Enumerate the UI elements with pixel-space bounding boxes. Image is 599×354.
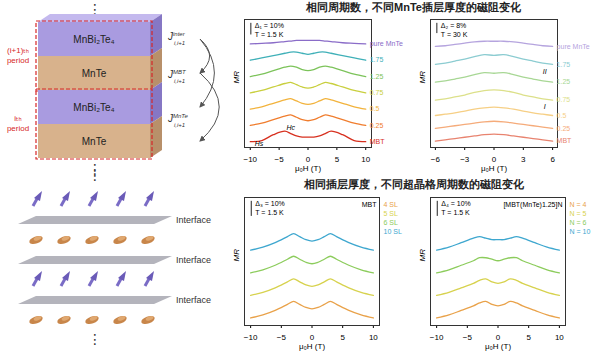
svg-text:5: 5 — [335, 155, 340, 164]
svg-text:3: 3 — [521, 155, 526, 164]
svg-text:⋮: ⋮ — [88, 331, 102, 347]
svg-text:MR: MR — [418, 71, 427, 84]
svg-text:[MBT(MnTe)1.25]N: [MBT(MnTe)1.25]N — [503, 201, 562, 209]
svg-text:Δ₄ = 10%: Δ₄ = 10% — [441, 200, 471, 207]
svg-text:1.75: 1.75 — [370, 56, 384, 63]
svg-text:0: 0 — [491, 155, 497, 165]
svg-text:Interface: Interface — [176, 295, 211, 305]
svg-text:MnTe: MnTe — [82, 136, 107, 147]
svg-text:MnBi₂Te₄: MnBi₂Te₄ — [73, 102, 114, 113]
svg-text:Hs: Hs — [255, 140, 264, 147]
svg-text:N = 5: N = 5 — [570, 210, 587, 217]
svg-text:period: period — [7, 56, 29, 65]
svg-text:5: 5 — [526, 333, 531, 342]
svg-text:T = 1.5 K: T = 1.5 K — [255, 31, 284, 38]
svg-text:6 SL: 6 SL — [384, 219, 399, 226]
svg-text:−5: −5 — [275, 155, 285, 164]
svg-text:5 SL: 5 SL — [384, 210, 399, 217]
svg-text:MnBi₂Te₄: MnBi₂Te₄ — [73, 34, 114, 45]
svg-text:iₜₕ: iₜₕ — [14, 114, 21, 123]
svg-text:MR: MR — [418, 249, 427, 262]
svg-text:1.25: 1.25 — [557, 78, 571, 85]
svg-text:10: 10 — [369, 333, 378, 342]
svg-text:−10: −10 — [243, 155, 257, 164]
svg-text:4 SL: 4 SL — [384, 201, 399, 208]
svg-text:μ₀H (T): μ₀H (T) — [485, 342, 511, 351]
svg-text:0.5: 0.5 — [370, 105, 380, 112]
svg-text:period: period — [7, 124, 29, 133]
svg-text:0.75: 0.75 — [370, 89, 384, 96]
svg-text:0.5: 0.5 — [557, 112, 567, 119]
svg-text:10: 10 — [555, 333, 564, 342]
svg-text:−10: −10 — [430, 333, 444, 342]
svg-text:MnTe: MnTe — [82, 68, 107, 79]
svg-text:MBT: MBT — [370, 138, 386, 145]
svg-text:0: 0 — [495, 333, 501, 343]
svg-text:10: 10 — [361, 155, 370, 164]
svg-text:N = 10: N = 10 — [570, 228, 591, 235]
svg-text:pure MnTe: pure MnTe — [370, 40, 403, 48]
svg-text:MBT: MBT — [362, 201, 378, 208]
svg-text:Δ₁ = 10%: Δ₁ = 10% — [255, 22, 284, 29]
svg-text:0.25: 0.25 — [370, 122, 384, 129]
svg-text:1.75: 1.75 — [557, 61, 571, 68]
svg-text:N = 6: N = 6 — [570, 219, 587, 226]
svg-text:−10: −10 — [244, 333, 258, 342]
svg-text:6: 6 — [550, 155, 555, 164]
svg-text:N = 4: N = 4 — [570, 201, 587, 208]
svg-text:JMnTei,i+1: JMnTei,i+1 — [167, 113, 188, 128]
svg-text:0: 0 — [305, 155, 311, 165]
svg-text:T = 1.5 K: T = 1.5 K — [441, 209, 470, 216]
svg-text:pure MnTe: pure MnTe — [557, 43, 590, 51]
svg-text:II: II — [543, 68, 547, 75]
svg-text:MBT: MBT — [557, 137, 573, 144]
svg-text:MR: MR — [232, 249, 241, 262]
svg-text:0: 0 — [309, 333, 315, 343]
html-text:相同插层厚度，不同超晶格周期数的磁阻变化: 相同插层厚度，不同超晶格周期数的磁阻变化 — [303, 178, 524, 190]
svg-text:10 SL: 10 SL — [384, 228, 402, 235]
svg-text:T = 30 K: T = 30 K — [441, 31, 468, 38]
svg-text:Jinteri,i+1: Jinteri,i+1 — [167, 31, 186, 46]
svg-text:0.75: 0.75 — [557, 96, 571, 103]
svg-text:−6: −6 — [431, 155, 441, 164]
svg-text:Interface: Interface — [176, 255, 211, 265]
svg-text:−5: −5 — [463, 333, 473, 342]
svg-text:0.25: 0.25 — [557, 125, 571, 132]
svg-text:I: I — [544, 103, 546, 110]
svg-text:−3: −3 — [460, 155, 470, 164]
svg-text:μ₀H (T): μ₀H (T) — [295, 164, 321, 173]
svg-text:1.25: 1.25 — [370, 73, 384, 80]
svg-text:μ₀H (T): μ₀H (T) — [299, 342, 325, 351]
svg-text:MR: MR — [232, 71, 241, 84]
svg-text:(i+1)ₜₕ: (i+1)ₜₕ — [7, 46, 29, 55]
svg-text:5: 5 — [340, 333, 345, 342]
svg-text:−5: −5 — [277, 333, 287, 342]
html-text:相同周期数，不同MnTe插层厚度的磁阻变化: 相同周期数，不同MnTe插层厚度的磁阻变化 — [306, 1, 521, 13]
svg-text:⋮: ⋮ — [88, 167, 102, 183]
svg-text:Interface: Interface — [176, 215, 211, 225]
svg-text:T = 1.5 K: T = 1.5 K — [255, 209, 284, 216]
svg-text:μ₀H (T): μ₀H (T) — [481, 164, 507, 173]
svg-text:Δ₃ = 10%: Δ₃ = 10% — [255, 200, 285, 207]
svg-text:JMBTi,i+1: JMBTi,i+1 — [167, 69, 187, 84]
svg-text:Δ₂ = 8%: Δ₂ = 8% — [441, 22, 467, 29]
svg-text:Hc: Hc — [286, 124, 295, 131]
